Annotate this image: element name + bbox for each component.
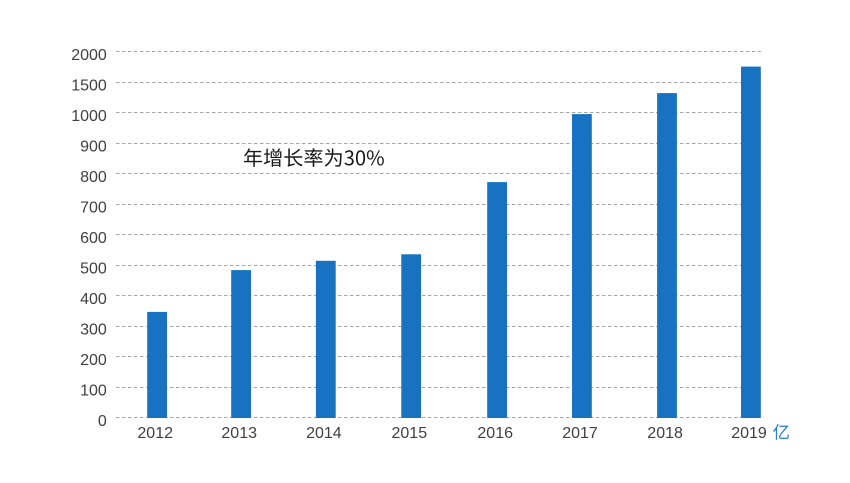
svg-text:900: 900 (80, 138, 107, 155)
svg-text:2016: 2016 (477, 425, 513, 442)
svg-text:2000: 2000 (71, 47, 107, 64)
svg-text:700: 700 (80, 199, 107, 216)
svg-text:500: 500 (80, 260, 107, 277)
svg-text:2017: 2017 (562, 425, 598, 442)
svg-text:600: 600 (80, 230, 107, 247)
svg-text:300: 300 (80, 321, 107, 338)
svg-text:1000: 1000 (71, 108, 107, 125)
svg-text:2018: 2018 (647, 425, 683, 442)
svg-text:2012: 2012 (137, 425, 173, 442)
svg-text:2019: 2019 (731, 425, 767, 442)
svg-text:2013: 2013 (221, 425, 257, 442)
svg-text:100: 100 (80, 382, 107, 399)
svg-text:2014: 2014 (306, 425, 342, 442)
svg-text:2015: 2015 (392, 425, 428, 442)
svg-text:1500: 1500 (71, 78, 107, 95)
svg-text:800: 800 (80, 169, 107, 186)
svg-text:200: 200 (80, 352, 107, 369)
svg-text:400: 400 (80, 291, 107, 308)
svg-text:0: 0 (98, 413, 107, 430)
